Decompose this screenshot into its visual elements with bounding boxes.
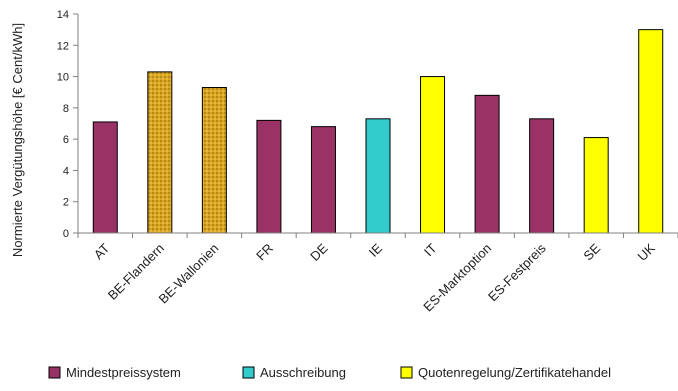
bar-se — [583, 137, 609, 234]
bar-de — [310, 126, 336, 234]
legend-swatch-quote — [400, 366, 413, 379]
y-axis-title: Normierte Vergütungshöhe [€ Cent/kWh] — [10, 23, 25, 257]
x-tick-label: SE — [580, 240, 603, 263]
legend-label-mindest: Mindestpreissystem — [66, 365, 181, 380]
x-tick-label: DE — [307, 240, 331, 264]
x-tick-label: IE — [366, 240, 386, 260]
bar-ie — [365, 118, 391, 234]
y-axis: 0 2 4 6 8 10 12 14 — [57, 9, 79, 240]
y-tick-label: 14 — [57, 9, 69, 21]
bar-it — [420, 76, 446, 234]
y-tick-label: 0 — [63, 228, 69, 240]
bar-at — [92, 121, 118, 234]
legend-swatch-mindest — [48, 366, 61, 379]
x-tick-label: UK — [634, 240, 658, 264]
legend-swatch-ausschreibung — [242, 366, 255, 379]
y-tick-label: 10 — [57, 72, 69, 84]
bar-es-festpreis — [529, 118, 555, 234]
plot-area — [92, 29, 664, 234]
bar-es-marktoption — [474, 94, 500, 234]
legend: Mindestpreissystem Ausschreibung Quotenreg… — [48, 365, 611, 380]
x-tick-label: IT — [421, 240, 440, 259]
y-tick-label: 12 — [57, 40, 69, 52]
bar-uk — [638, 29, 664, 234]
y-tick-label: 4 — [63, 165, 69, 177]
x-tick-label: AT — [91, 240, 113, 262]
y-tick-label: 8 — [63, 103, 69, 115]
x-tick-label: ES-Festpreis — [485, 240, 549, 304]
legend-label-ausschreibung: Ausschreibung — [260, 365, 346, 380]
legend-label-quote: Quotenregelung/Zertifikatehandel — [418, 365, 611, 380]
y-tick-label: 2 — [63, 197, 69, 209]
y-tick-label: 6 — [63, 134, 69, 146]
x-tick-label: FR — [253, 241, 276, 264]
bar-be-flandern — [147, 71, 173, 234]
bar-fr — [256, 119, 282, 234]
bar-be-wallonien — [201, 87, 227, 234]
